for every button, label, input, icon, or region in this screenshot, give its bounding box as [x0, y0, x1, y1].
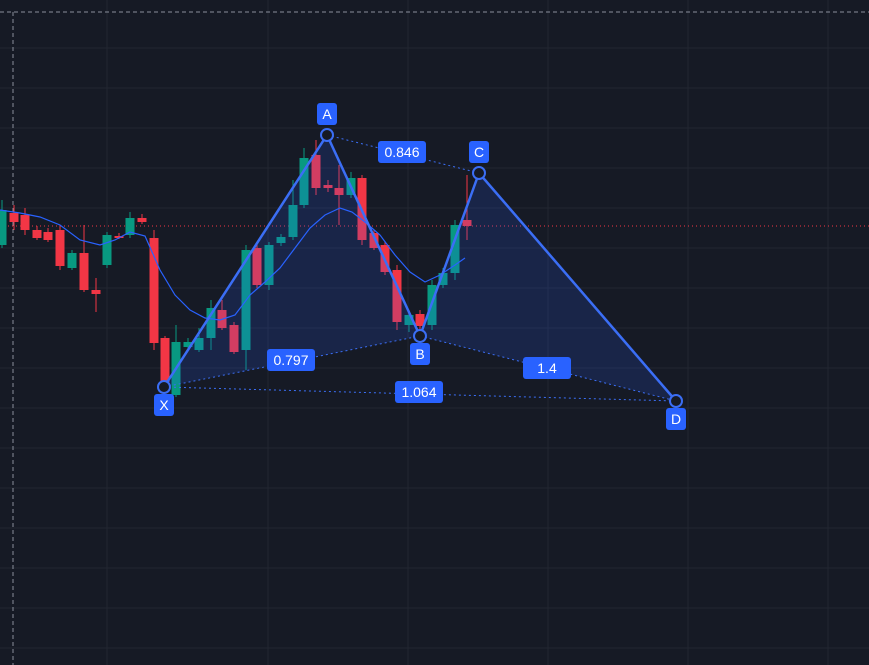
- candle-body: [79, 253, 89, 290]
- point-label: A: [322, 106, 332, 122]
- candle-body: [299, 158, 309, 205]
- candle-body: [438, 273, 448, 285]
- candle-body: [462, 220, 472, 226]
- point-label: C: [474, 144, 484, 160]
- candle-body: [323, 185, 333, 188]
- candle-body: [55, 230, 65, 266]
- ratio-line: [326, 134, 480, 174]
- candle-body: [450, 225, 460, 273]
- ratio-label-box: [395, 381, 443, 403]
- bcd-triangle: [420, 173, 676, 401]
- candle-body: [160, 338, 170, 382]
- ratio-label-box: [267, 349, 315, 371]
- moving-average: [0, 207, 466, 321]
- candle-body: [229, 325, 239, 352]
- ratio-label: 1.4: [537, 360, 557, 376]
- candle-body: [9, 213, 19, 222]
- point-label-box: [317, 103, 337, 125]
- candle-body: [67, 253, 77, 268]
- pattern: X A B C D 0.846 0.797 1.4 1.064: [154, 103, 686, 430]
- candle-body: [43, 232, 53, 240]
- candle-body: [125, 218, 135, 235]
- point-label-box: [154, 394, 174, 416]
- candle-body: [102, 235, 112, 265]
- candle-body: [288, 205, 298, 237]
- point-label-box: [410, 343, 430, 365]
- point-label-box: [469, 141, 489, 163]
- ratio-label: 0.797: [273, 352, 308, 368]
- candle-body: [392, 270, 402, 322]
- point-label: X: [159, 397, 169, 413]
- ratio-label-box: [523, 357, 571, 379]
- point-label-box: [666, 408, 686, 430]
- pattern-point: [157, 380, 171, 394]
- candle-body: [32, 230, 42, 238]
- candle-body: [194, 338, 204, 350]
- point-label: D: [671, 411, 681, 427]
- pattern-point: [320, 128, 334, 142]
- candle-body: [91, 290, 101, 294]
- ratio-label: 0.846: [384, 144, 419, 160]
- ratio-line: [419, 335, 677, 402]
- candle-body: [311, 155, 321, 188]
- candle-body: [334, 188, 344, 195]
- candle-body: [415, 314, 425, 326]
- ratio-label: 1.064: [401, 384, 436, 400]
- candle-body: [137, 218, 147, 222]
- candle-body: [404, 315, 414, 325]
- candle-body: [0, 210, 7, 245]
- candle-body: [252, 248, 262, 285]
- candle-body: [369, 233, 379, 248]
- candle-body: [206, 308, 216, 338]
- pattern-point: [413, 329, 427, 343]
- pattern-point: [472, 166, 486, 180]
- candle-body: [20, 215, 30, 230]
- candle-body: [149, 238, 159, 343]
- point-label: B: [415, 346, 424, 362]
- candle-body: [114, 236, 124, 238]
- candle-body: [183, 342, 193, 347]
- candle-body: [264, 245, 274, 285]
- pattern-point: [669, 394, 683, 408]
- candle-body: [276, 237, 286, 243]
- ratio-label-box: [378, 141, 426, 163]
